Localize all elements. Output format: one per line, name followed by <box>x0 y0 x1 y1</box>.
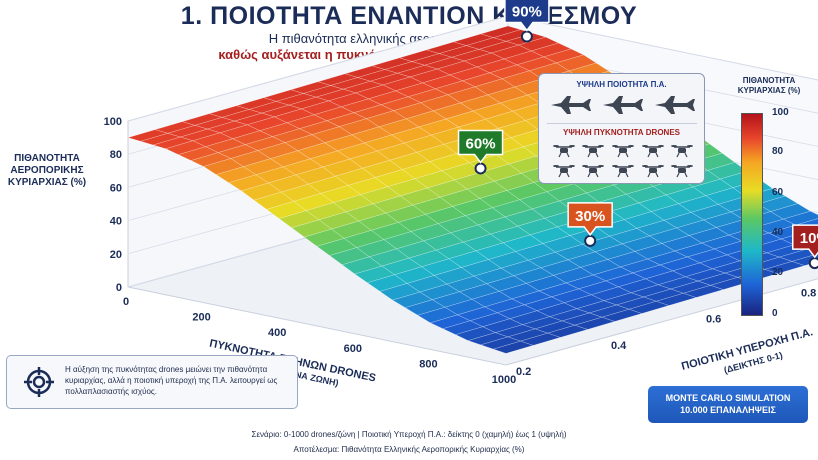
y-tick-label: 0.6 <box>706 314 721 326</box>
quadcopter-drone-icon <box>579 141 609 161</box>
quadcopter-drone-icon <box>549 161 579 181</box>
quadcopter-drone-icon <box>608 141 638 161</box>
page-title: 1. ΠΟΙΟΤΗΤΑ ΕΝΑΝΤΙΟΝ ΚΟΡΕΣΜΟΥ <box>180 2 638 30</box>
surface-cell <box>492 340 534 354</box>
monte-carlo-badge: MONTE CARLO SIMULATION 10.000 ΕΠΑΝΑΛΗΨΕΙ… <box>648 386 808 423</box>
surface-cell <box>628 301 670 314</box>
colorbar <box>741 113 763 316</box>
quadcopter-drone-icon <box>638 141 668 161</box>
insight-note: Η αύξηση της πυκνότητας drones μειώνει τ… <box>6 355 298 409</box>
callout-point <box>808 257 818 270</box>
x-tick-label: 1000 <box>492 374 516 386</box>
jets-row <box>549 94 697 118</box>
note-text: Η αύξηση της πυκνότητας drones μειώνει τ… <box>65 365 278 396</box>
x-tick-label: 200 <box>192 312 210 324</box>
legend-inset: ΥΨΗΛΗ ΠΟΙΟΤΗΤΑ Π.Α. ΥΨΗΛΗ ΠΥΚΝΟΤΗΤΑ DRON… <box>538 73 705 184</box>
colorbar-tick: 40 <box>772 227 784 238</box>
y-tick-label: 0.8 <box>801 287 816 299</box>
colorbar-title: ΠΙΘΑΝΟΤΗΤΑ ΚΥΡΙΑΡΧΙΑΣ (%) <box>737 76 801 95</box>
simulation-iterations: 10.000 ΕΠΑΝΑΛΗΨΕΙΣ <box>680 405 776 415</box>
drones-grid <box>549 141 697 181</box>
y-tick-label: 0.4 <box>611 340 627 352</box>
z-axis-label: ΠΙΘΑΝΟΤΗΤΑ ΑΕΡΟΠΟΡΙΚΗΣ ΚΥΡΙΑΡΧΙΑΣ (%) <box>7 153 87 188</box>
fighter-jet-icon <box>655 96 695 114</box>
surface-cell <box>573 316 616 330</box>
footer-scenario: Σενάριο: 0-1000 drones/ζώνη | Ποιοτική Υ… <box>251 430 567 439</box>
simulation-title: MONTE CARLO SIMULATION <box>665 393 791 403</box>
callout-label: 10% <box>800 230 818 247</box>
z-tick-label: 0 <box>116 282 122 294</box>
surface-cell <box>778 248 818 262</box>
callout-label: 30% <box>575 208 605 225</box>
density-label: ΥΨΗΛΗ ΠΥΚΝΟΤΗΤΑ DRONES <box>563 128 680 137</box>
x-tick-label: 600 <box>344 343 362 355</box>
quadcopter-drone-icon <box>579 161 609 181</box>
callout-point <box>520 30 533 43</box>
x-tick-label: 800 <box>419 358 437 370</box>
quadcopter-drone-icon <box>667 141 697 161</box>
quality-label: ΥΨΗΛΗ ΠΟΙΟΤΗΤΑ Π.Α. <box>576 80 667 89</box>
z-tick-label: 100 <box>104 116 122 128</box>
footer-result: Αποτέλεσμα: Πιθανότητα Ελληνικής Αεροπορ… <box>293 445 525 454</box>
target-crosshair-icon <box>24 367 54 397</box>
y-tick-label: 0.2 <box>516 366 531 378</box>
callout-badge <box>457 129 504 164</box>
z-tick-label: 20 <box>110 249 122 261</box>
z-tick-label: 60 <box>110 182 122 194</box>
callout-badge <box>567 202 613 237</box>
colorbar-tick: 20 <box>772 267 784 278</box>
callout-badge <box>504 0 550 32</box>
z-tick-label: 80 <box>110 149 122 161</box>
fighter-jet-icon <box>551 96 591 114</box>
z-tick-label: 40 <box>110 216 122 228</box>
x-tick-label: 400 <box>268 327 286 339</box>
callout-point <box>584 234 597 247</box>
callout-point <box>474 162 487 175</box>
colorbar-tick: 80 <box>772 146 784 157</box>
surface-cell <box>682 285 724 298</box>
quadcopter-drone-icon <box>608 161 638 181</box>
quadcopter-drone-icon <box>667 161 697 181</box>
fighter-jet-icon <box>603 96 643 114</box>
colorbar-tick: 100 <box>772 107 789 118</box>
callout-label: 60% <box>466 135 496 152</box>
colorbar-tick: 0 <box>772 308 778 319</box>
surface-cell <box>546 324 589 338</box>
x-tick-label: 0 <box>123 296 129 308</box>
inset-divider <box>547 123 697 124</box>
quadcopter-drone-icon <box>549 141 579 161</box>
surface-cell <box>763 261 806 274</box>
callout-label: 90% <box>512 4 542 21</box>
colorbar-tick: 60 <box>772 187 784 198</box>
quadcopter-drone-icon <box>638 161 668 181</box>
